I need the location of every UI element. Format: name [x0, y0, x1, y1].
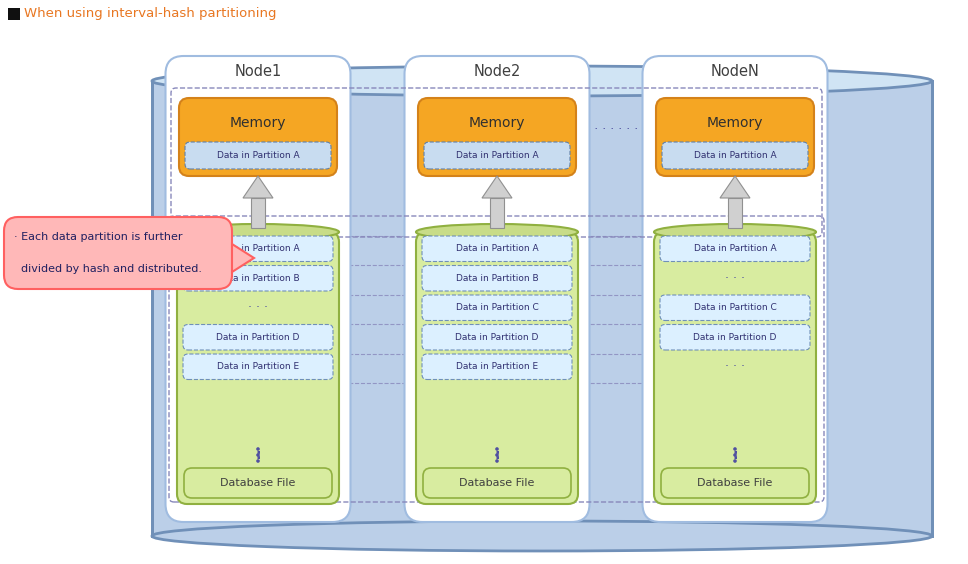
- Text: Database File: Database File: [697, 478, 772, 488]
- Polygon shape: [243, 176, 273, 198]
- Text: · Each data partition is further: · Each data partition is further: [14, 232, 183, 242]
- Text: Data in Partition A: Data in Partition A: [456, 244, 538, 253]
- Bar: [490, 198, 504, 228]
- Circle shape: [733, 459, 737, 463]
- Circle shape: [257, 447, 259, 451]
- Circle shape: [257, 459, 259, 463]
- Circle shape: [496, 459, 499, 463]
- Circle shape: [257, 453, 259, 457]
- Text: Data in Partition A: Data in Partition A: [456, 151, 538, 160]
- Text: Data in Partition A: Data in Partition A: [694, 151, 776, 160]
- Circle shape: [733, 453, 737, 457]
- FancyBboxPatch shape: [416, 232, 578, 504]
- FancyBboxPatch shape: [660, 295, 810, 320]
- FancyBboxPatch shape: [660, 236, 810, 262]
- Polygon shape: [482, 176, 512, 198]
- Ellipse shape: [416, 224, 578, 240]
- FancyBboxPatch shape: [422, 324, 572, 350]
- FancyBboxPatch shape: [660, 324, 810, 350]
- Ellipse shape: [654, 224, 816, 240]
- Circle shape: [496, 447, 499, 451]
- Bar: [8, 8, 20, 20]
- FancyBboxPatch shape: [422, 354, 572, 380]
- Text: divided by hash and distributed.: divided by hash and distributed.: [14, 264, 202, 274]
- Text: Data in Partition A: Data in Partition A: [217, 244, 299, 253]
- FancyBboxPatch shape: [423, 468, 571, 498]
- FancyBboxPatch shape: [183, 324, 333, 350]
- Text: · · ·: · · ·: [725, 272, 745, 285]
- Text: Data in Partition B: Data in Partition B: [456, 274, 538, 283]
- FancyBboxPatch shape: [177, 232, 339, 504]
- Text: Data in Partition A: Data in Partition A: [694, 244, 776, 253]
- Text: :: :: [256, 448, 260, 462]
- Ellipse shape: [152, 521, 932, 551]
- Text: Database File: Database File: [459, 478, 534, 488]
- FancyBboxPatch shape: [405, 56, 590, 522]
- FancyBboxPatch shape: [422, 295, 572, 320]
- FancyBboxPatch shape: [656, 98, 814, 176]
- FancyBboxPatch shape: [183, 266, 333, 291]
- Ellipse shape: [177, 224, 339, 240]
- Polygon shape: [232, 244, 254, 272]
- Text: :: :: [495, 448, 499, 462]
- Text: · · · · · ·: · · · · · ·: [594, 123, 638, 136]
- FancyBboxPatch shape: [422, 236, 572, 262]
- Text: Data in Partition B: Data in Partition B: [217, 274, 299, 283]
- Text: Data in Partition D: Data in Partition D: [693, 333, 776, 342]
- FancyBboxPatch shape: [166, 56, 350, 522]
- FancyBboxPatch shape: [662, 142, 808, 169]
- Text: · · ·: · · ·: [725, 360, 745, 373]
- Text: Memory: Memory: [229, 116, 287, 130]
- Polygon shape: [720, 176, 750, 198]
- FancyBboxPatch shape: [418, 98, 576, 176]
- Ellipse shape: [152, 66, 932, 96]
- FancyBboxPatch shape: [185, 142, 331, 169]
- Circle shape: [733, 447, 737, 451]
- Text: Node1: Node1: [234, 64, 282, 79]
- FancyBboxPatch shape: [184, 468, 332, 498]
- FancyBboxPatch shape: [179, 98, 337, 176]
- Text: Data in Partition D: Data in Partition D: [455, 333, 538, 342]
- FancyBboxPatch shape: [654, 232, 816, 504]
- Text: When using interval-hash partitioning: When using interval-hash partitioning: [24, 7, 277, 20]
- FancyBboxPatch shape: [4, 217, 232, 289]
- Text: Database File: Database File: [221, 478, 295, 488]
- Text: Data in Partition C: Data in Partition C: [456, 303, 538, 312]
- Text: Node2: Node2: [473, 64, 521, 79]
- Bar: [728, 198, 742, 228]
- Bar: [251, 198, 265, 228]
- Bar: [152, 81, 932, 536]
- Text: Memory: Memory: [707, 116, 763, 130]
- Text: Data in Partition E: Data in Partition E: [217, 362, 299, 371]
- Text: Data in Partition A: Data in Partition A: [217, 151, 299, 160]
- Text: · · ·: · · ·: [248, 301, 268, 314]
- Text: NodeN: NodeN: [711, 64, 760, 79]
- Text: Data in Partition C: Data in Partition C: [694, 303, 776, 312]
- FancyBboxPatch shape: [183, 236, 333, 262]
- FancyBboxPatch shape: [661, 468, 809, 498]
- FancyBboxPatch shape: [643, 56, 828, 522]
- FancyBboxPatch shape: [424, 142, 570, 169]
- Text: Data in Partition D: Data in Partition D: [216, 333, 300, 342]
- Text: Memory: Memory: [469, 116, 526, 130]
- Circle shape: [496, 453, 499, 457]
- FancyBboxPatch shape: [422, 266, 572, 291]
- Text: Data in Partition E: Data in Partition E: [456, 362, 538, 371]
- Text: :: :: [732, 448, 738, 462]
- FancyBboxPatch shape: [183, 354, 333, 380]
